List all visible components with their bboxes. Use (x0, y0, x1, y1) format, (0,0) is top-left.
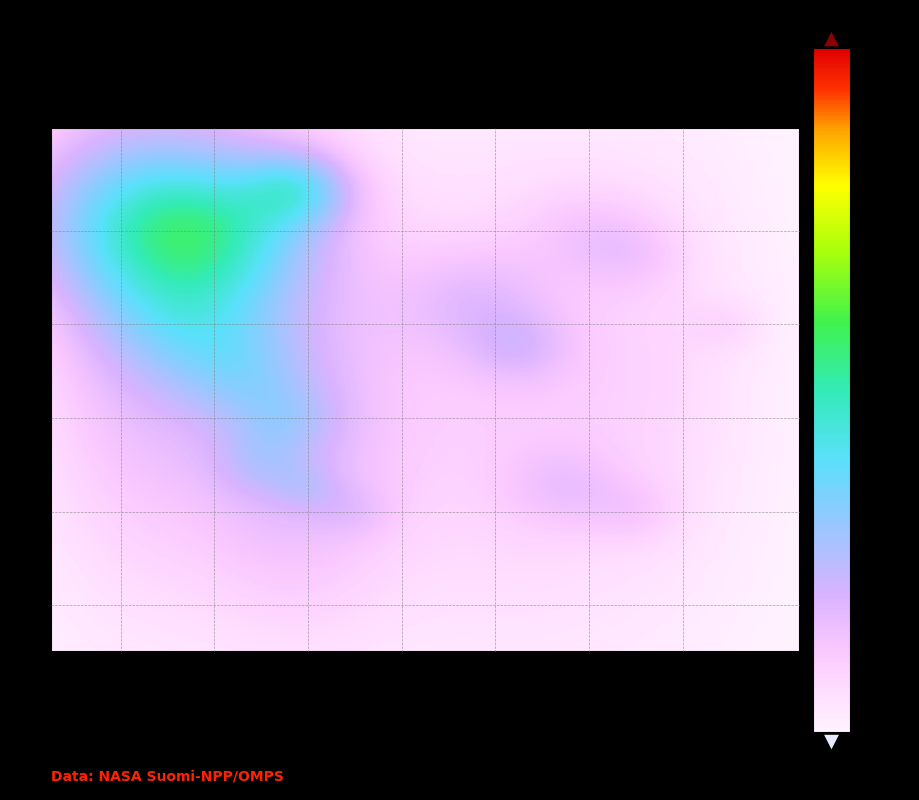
Y-axis label: PCA SO₂ column TRM [DU]: PCA SO₂ column TRM [DU] (891, 307, 904, 473)
Text: ▲: ▲ (824, 29, 839, 48)
Text: SO₂ mass: 0.000 kt; SO₂ max: 0.41 DU at lon: 15.88 lat: 44.90 ; 11:17UTC: SO₂ mass: 0.000 kt; SO₂ max: 0.41 DU at … (197, 38, 658, 51)
Text: Data: NASA Suomi-NPP/OMPS: Data: NASA Suomi-NPP/OMPS (51, 770, 283, 784)
Text: ▼: ▼ (824, 732, 839, 751)
Text: Suomi NPP/OMPS - 12/21/2024 11:14-12:59 UT: Suomi NPP/OMPS - 12/21/2024 11:14-12:59 … (192, 20, 663, 38)
